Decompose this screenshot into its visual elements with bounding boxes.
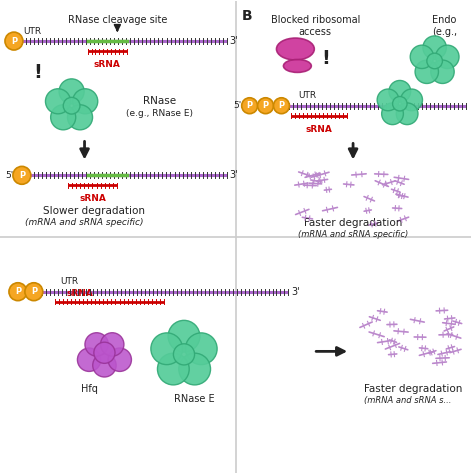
Circle shape: [85, 333, 109, 356]
Circle shape: [157, 353, 189, 385]
Circle shape: [51, 105, 76, 130]
Circle shape: [9, 283, 27, 301]
Circle shape: [401, 89, 422, 111]
Text: Slower degradation: Slower degradation: [44, 206, 146, 216]
Circle shape: [173, 344, 195, 365]
Ellipse shape: [276, 38, 314, 60]
Circle shape: [389, 81, 410, 102]
Text: (e.g.,: (e.g.,: [432, 27, 457, 37]
Circle shape: [151, 333, 182, 365]
Circle shape: [67, 105, 92, 130]
Text: RNase cleavage site: RNase cleavage site: [68, 15, 167, 25]
Text: Endo: Endo: [432, 15, 457, 25]
Circle shape: [436, 45, 459, 69]
Circle shape: [257, 98, 273, 114]
Ellipse shape: [283, 59, 311, 73]
Text: access: access: [299, 27, 332, 37]
Text: 5': 5': [233, 101, 242, 110]
Text: Faster degradation: Faster degradation: [304, 218, 402, 228]
Circle shape: [73, 89, 98, 114]
Circle shape: [242, 98, 257, 114]
Text: P: P: [263, 101, 269, 110]
Circle shape: [382, 103, 403, 125]
Circle shape: [431, 60, 454, 83]
Text: RNase: RNase: [143, 96, 176, 106]
Text: P: P: [11, 36, 17, 46]
Text: (mRNA and sRNA specific): (mRNA and sRNA specific): [25, 218, 144, 227]
Circle shape: [273, 98, 290, 114]
Circle shape: [377, 89, 399, 111]
Text: sRNA: sRNA: [306, 125, 333, 134]
Circle shape: [108, 348, 131, 372]
Text: (mRNA and sRNA s...: (mRNA and sRNA s...: [364, 396, 451, 405]
Text: sRNA: sRNA: [66, 289, 93, 298]
Circle shape: [25, 283, 43, 301]
Text: 5': 5': [6, 171, 14, 180]
Text: P: P: [19, 171, 25, 180]
Text: !: !: [321, 49, 329, 68]
Text: P: P: [15, 287, 21, 296]
Text: sRNA: sRNA: [94, 60, 121, 69]
Circle shape: [13, 166, 31, 184]
Circle shape: [77, 348, 101, 372]
Circle shape: [100, 333, 124, 356]
Circle shape: [427, 53, 442, 69]
Text: P: P: [278, 101, 284, 110]
Circle shape: [5, 32, 23, 50]
Circle shape: [63, 97, 80, 114]
Text: !: !: [33, 64, 42, 82]
Text: B: B: [242, 9, 252, 23]
Text: P: P: [246, 101, 253, 110]
Circle shape: [410, 45, 434, 69]
Text: sRNA: sRNA: [79, 194, 106, 203]
Circle shape: [415, 60, 438, 83]
Circle shape: [168, 320, 200, 352]
Text: Faster degradation: Faster degradation: [364, 384, 462, 394]
Text: Blocked ribosomal: Blocked ribosomal: [271, 15, 360, 25]
Text: UTR: UTR: [61, 277, 79, 286]
Text: 3': 3': [230, 36, 238, 46]
Circle shape: [59, 79, 84, 104]
Circle shape: [179, 353, 210, 385]
Circle shape: [392, 97, 407, 111]
Circle shape: [423, 36, 447, 59]
Text: (mRNA and sRNA specific): (mRNA and sRNA specific): [298, 230, 408, 239]
Circle shape: [185, 333, 217, 365]
Text: RNase E: RNase E: [173, 394, 214, 404]
Text: 3': 3': [230, 170, 238, 180]
Circle shape: [94, 342, 115, 364]
Text: 3': 3': [292, 287, 300, 297]
Circle shape: [93, 354, 116, 377]
Text: UTR: UTR: [298, 91, 316, 100]
Circle shape: [46, 89, 71, 114]
Text: P: P: [31, 287, 37, 296]
Text: Hfq: Hfq: [81, 384, 98, 394]
Text: UTR: UTR: [23, 27, 41, 36]
Circle shape: [396, 103, 418, 125]
Text: (e.g., RNase E): (e.g., RNase E): [126, 109, 192, 118]
